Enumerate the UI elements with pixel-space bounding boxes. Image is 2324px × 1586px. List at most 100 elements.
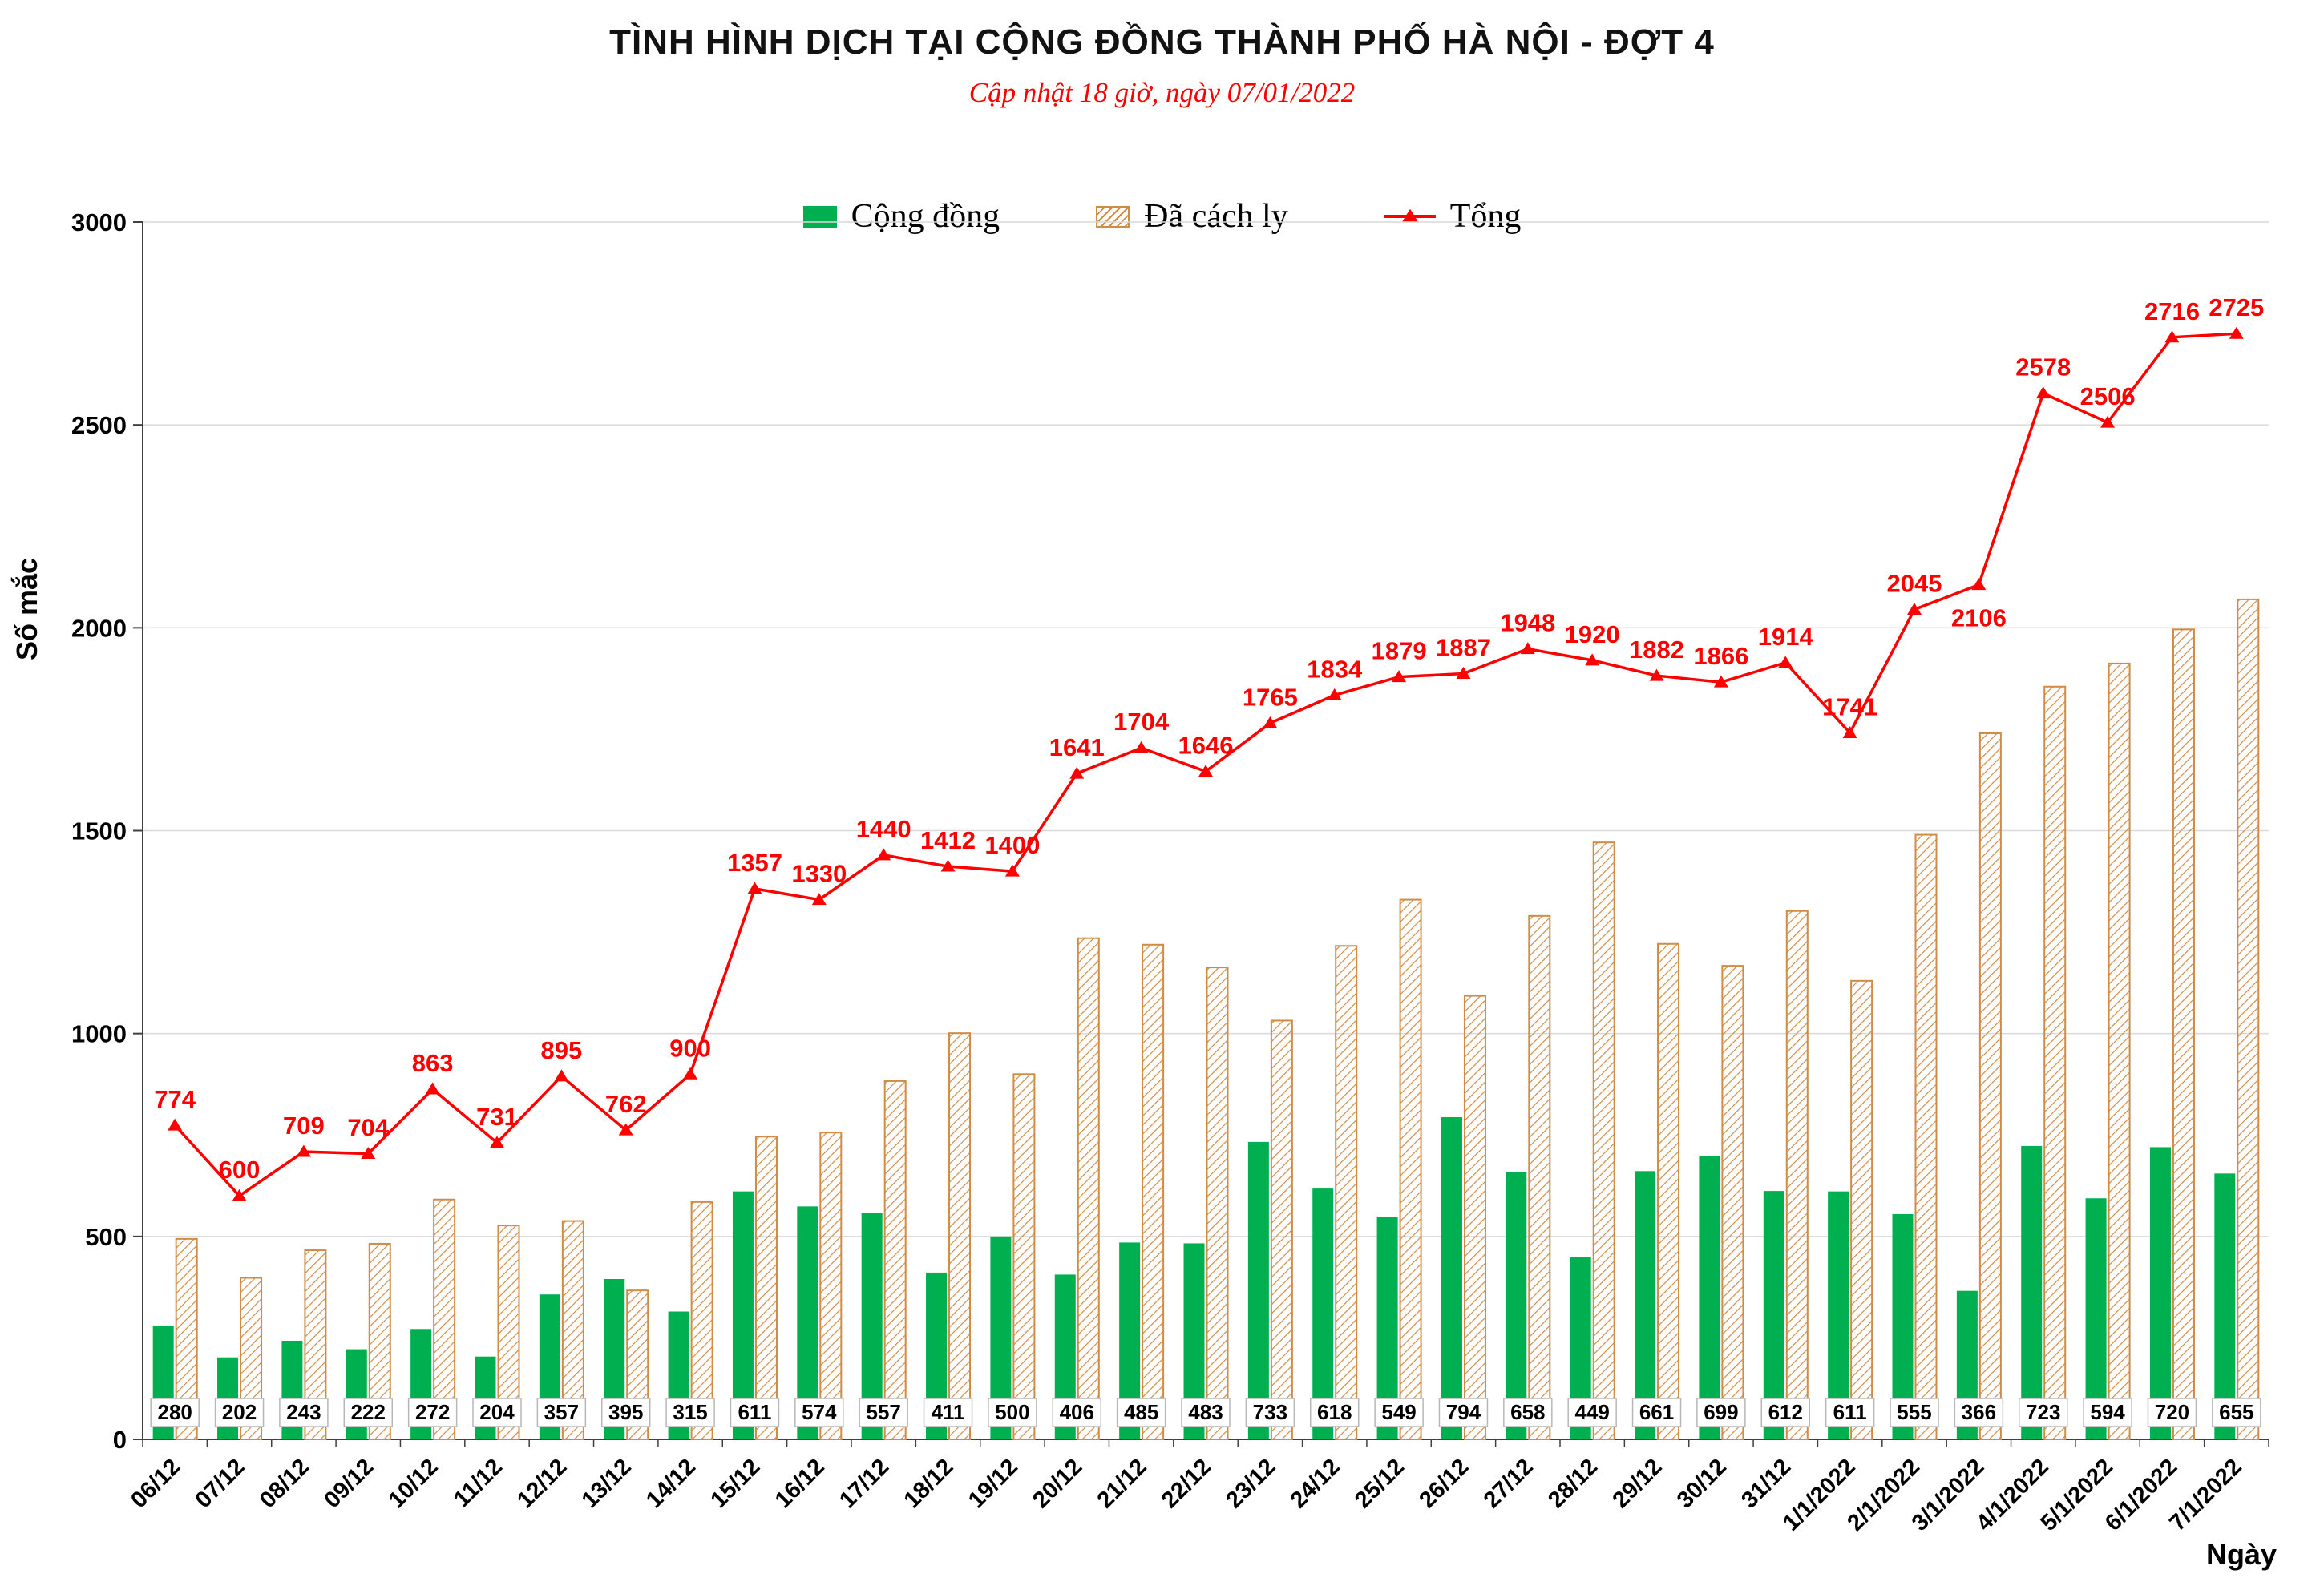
bar-value-label: 449 — [1574, 1400, 1609, 1424]
total-label: 731 — [476, 1103, 518, 1131]
y-tick-label: 2000 — [71, 614, 127, 642]
total-label: 1641 — [1049, 733, 1105, 761]
bar-da-cach-ly — [2172, 628, 2195, 1440]
legend-item-tong: Tổng — [1384, 197, 1522, 236]
bar-da-cach-ly — [1077, 937, 1100, 1440]
total-marker — [554, 1069, 569, 1082]
total-marker — [1456, 667, 1471, 680]
x-tick-labels: 06/12 07/12 08/12 09/12 10/12 11/12 12/12 13/12… — [126, 1454, 2247, 1536]
total-marker — [683, 1067, 698, 1080]
bar-value-box — [730, 1398, 780, 1427]
total-marker — [1842, 725, 1857, 738]
total-marker — [296, 1144, 311, 1157]
x-tick-label: 24/12 — [1286, 1454, 1345, 1513]
total-label: 2106 — [1951, 604, 2007, 632]
bar-cong-dong — [1441, 1116, 1462, 1439]
bar-da-cach-ly — [1850, 979, 1873, 1441]
total-label: 895 — [540, 1036, 582, 1064]
x-tick-label: 31/12 — [1736, 1454, 1796, 1513]
bar-value-label: 204 — [479, 1400, 515, 1424]
x-tick-label: 10/12 — [384, 1454, 443, 1513]
bar-da-cach-ly — [883, 1080, 907, 1441]
total-label: 1330 — [791, 860, 847, 888]
total-label: 1741 — [1822, 692, 1877, 720]
bar-cong-dong — [2149, 1147, 2171, 1439]
total-marker — [940, 859, 956, 872]
y-tick-label: 2500 — [71, 411, 127, 439]
total-label: 1400 — [984, 831, 1040, 859]
total-marker — [876, 848, 891, 861]
bar-value-label: 723 — [2026, 1400, 2060, 1424]
legend-label-tong: Tổng — [1449, 198, 1522, 235]
bar-da-cach-ly — [1978, 732, 2002, 1440]
bar-value-label: 611 — [1833, 1400, 1867, 1424]
x-tick-label: 18/12 — [899, 1454, 959, 1513]
bar-da-cach-ly — [1657, 942, 1680, 1440]
bar-da-cach-ly — [2237, 598, 2260, 1440]
x-tick-label: 23/12 — [1221, 1454, 1280, 1513]
bar-value-label: 315 — [673, 1400, 707, 1424]
x-axis-title: Ngày — [2206, 1538, 2277, 1571]
bar-value-label: 222 — [351, 1400, 386, 1424]
bar-value-box — [1567, 1398, 1617, 1427]
x-tick-label: 09/12 — [319, 1454, 378, 1513]
x-tick-label: 07/12 — [191, 1454, 250, 1513]
bar-value-box — [665, 1398, 715, 1427]
x-tick-label: 22/12 — [1157, 1454, 1216, 1513]
bar-cong-dong — [1699, 1156, 1720, 1439]
x-tick-label: 14/12 — [641, 1454, 701, 1513]
total-marker — [2229, 326, 2244, 339]
total-marker — [618, 1123, 633, 1136]
bar-value-label: 272 — [415, 1400, 450, 1424]
bar-value-label: 618 — [1317, 1400, 1352, 1424]
total-label: 1914 — [1758, 623, 1814, 651]
bar-cong-dong — [2214, 1173, 2236, 1439]
y-tick-label: 1000 — [71, 1020, 127, 1048]
x-tick-label: 12/12 — [512, 1454, 572, 1513]
bar-value-box — [214, 1398, 265, 1427]
total-label: 1646 — [1178, 732, 1234, 760]
total-marker — [490, 1136, 504, 1148]
total-label: 1765 — [1243, 683, 1298, 711]
total-label: 1704 — [1113, 708, 1170, 736]
bar-da-cach-ly — [1528, 914, 1551, 1440]
bar-da-cach-ly — [1270, 1019, 1293, 1440]
bar-da-cach-ly — [2043, 685, 2067, 1440]
bar-da-cach-ly — [2108, 662, 2131, 1440]
total-label: 1834 — [1307, 655, 1363, 683]
total-label: 2716 — [2144, 297, 2200, 325]
bar-value-label: 594 — [2090, 1400, 2125, 1424]
y-tick-label: 0 — [113, 1426, 127, 1454]
total-label: 1440 — [856, 815, 911, 843]
x-tick-label: 27/12 — [1479, 1454, 1538, 1513]
x-tick-label: 25/12 — [1350, 1454, 1409, 1513]
bar-value-box — [2147, 1398, 2197, 1427]
bar-da-cach-ly — [1206, 967, 1229, 1440]
bar-value-label: 280 — [157, 1400, 192, 1424]
bar-value-label: 500 — [995, 1400, 1029, 1424]
total-label: 1412 — [920, 826, 976, 854]
bar-value-label: 411 — [932, 1400, 965, 1424]
bar-da-cach-ly — [1914, 833, 1938, 1440]
total-marker — [1907, 603, 1922, 615]
bar-da-cach-ly — [1335, 945, 1358, 1441]
total-label: 2578 — [2015, 353, 2071, 381]
total-label: 1357 — [727, 849, 782, 877]
legend-label-cong-dong: Cộng đồng — [851, 198, 1000, 235]
total-marker — [168, 1118, 183, 1131]
bar-value-label: 357 — [544, 1400, 579, 1424]
x-tick-label: 06/12 — [126, 1454, 185, 1513]
bar-value-label: 720 — [2155, 1400, 2189, 1424]
x-tick-label: 13/12 — [577, 1454, 637, 1513]
total-label: 900 — [669, 1034, 711, 1062]
bar-value-box — [279, 1398, 329, 1427]
total-marker — [1713, 675, 1728, 688]
total-label: 2045 — [1887, 570, 1942, 598]
x-tick-label: 08/12 — [255, 1454, 314, 1513]
total-label: 709 — [283, 1112, 325, 1140]
bar-value-label: 555 — [1897, 1400, 1931, 1424]
total-marker — [1585, 653, 1600, 666]
y-tick-label: 3000 — [71, 208, 127, 236]
legend-item-cong-dong: Cộng đồng — [802, 197, 1000, 236]
bar-da-cach-ly — [1463, 995, 1486, 1440]
